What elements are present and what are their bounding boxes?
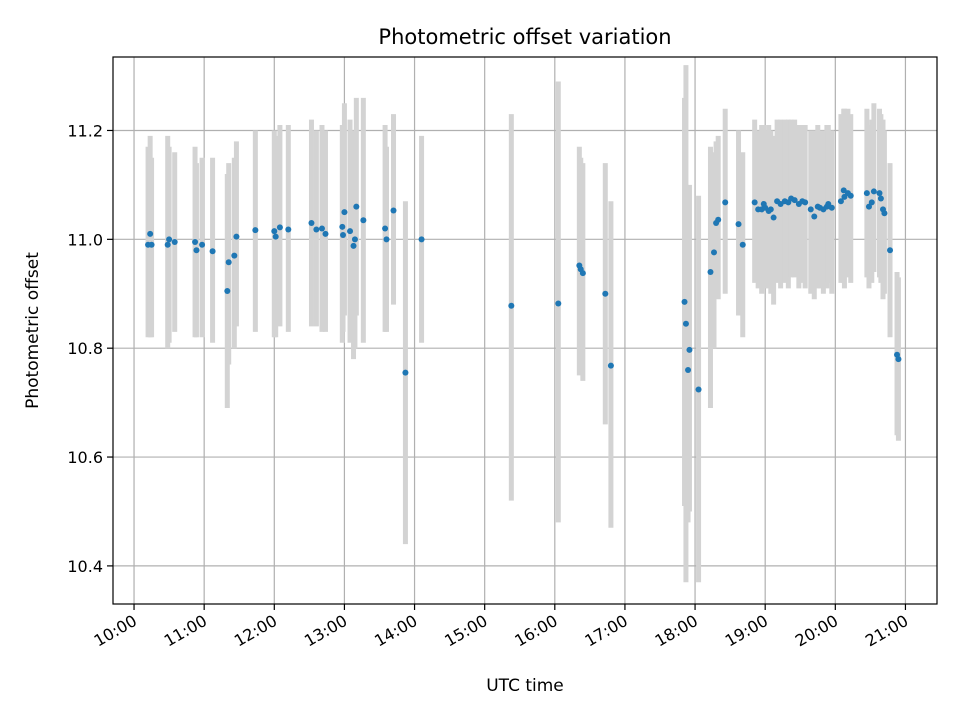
data-point xyxy=(508,302,515,309)
data-point xyxy=(360,217,367,224)
chart-title: Photometric offset variation xyxy=(378,25,671,49)
data-point xyxy=(166,236,173,243)
data-point xyxy=(870,188,877,195)
y-tick-label: 10.4 xyxy=(67,557,103,576)
x-tick-label: 13:00 xyxy=(301,611,350,651)
data-point xyxy=(555,300,562,307)
data-point xyxy=(695,386,702,393)
data-point xyxy=(865,203,872,210)
data-point xyxy=(313,226,320,233)
data-point xyxy=(318,225,325,232)
data-point xyxy=(192,239,199,246)
data-point xyxy=(828,204,835,211)
x-tick-label: 12:00 xyxy=(231,611,280,651)
x-axis-ticks: 10:00 11:00 12:00 13:00 14:00 15:00 16:00 17:00… xyxy=(91,604,911,651)
error-bars xyxy=(145,65,901,583)
data-point xyxy=(231,252,238,259)
data-point xyxy=(607,362,614,369)
data-point xyxy=(193,247,200,254)
data-point xyxy=(341,209,348,216)
data-point xyxy=(881,210,888,217)
data-point xyxy=(271,228,278,235)
data-point xyxy=(825,200,832,207)
data-point xyxy=(350,242,357,249)
data-point xyxy=(285,226,292,233)
data-point xyxy=(715,216,722,223)
data-point xyxy=(863,190,870,197)
data-point xyxy=(770,214,777,221)
data-point xyxy=(351,236,358,243)
data-point xyxy=(579,270,586,277)
data-point xyxy=(876,190,883,197)
data-point xyxy=(685,366,692,373)
data-point xyxy=(382,225,389,232)
data-point xyxy=(383,236,390,243)
data-point xyxy=(887,247,894,254)
y-tick-label: 11.2 xyxy=(67,121,103,140)
y-axis-ticks: 10.4 10.6 10.8 11.0 11.2 xyxy=(67,121,113,576)
x-tick-label: 18:00 xyxy=(652,611,701,651)
data-point xyxy=(895,356,902,363)
x-tick-label: 19:00 xyxy=(722,611,771,651)
data-point xyxy=(681,298,688,305)
data-point xyxy=(722,199,729,206)
x-tick-label: 20:00 xyxy=(792,611,841,651)
x-axis-label: UTC time xyxy=(486,676,564,696)
data-point xyxy=(682,320,689,327)
plot-frame xyxy=(112,56,938,605)
data-point xyxy=(308,220,315,227)
data-point xyxy=(767,206,774,213)
data-point xyxy=(276,224,283,231)
x-tick-label: 15:00 xyxy=(441,611,490,651)
data-point xyxy=(322,230,329,237)
x-tick-label: 11:00 xyxy=(161,611,210,651)
data-point xyxy=(347,228,354,235)
data-point xyxy=(868,199,875,206)
data-point xyxy=(147,230,154,237)
data-point xyxy=(802,199,809,206)
data-point xyxy=(339,223,346,230)
data-point xyxy=(148,241,155,248)
data-point xyxy=(171,239,178,246)
data-point xyxy=(807,206,814,213)
x-tick-label: 14:00 xyxy=(371,611,420,651)
y-tick-label: 11.0 xyxy=(67,230,103,249)
y-axis-label: Photometric offset xyxy=(23,252,43,409)
data-point xyxy=(841,193,848,200)
data-point xyxy=(209,248,216,255)
data-point xyxy=(340,231,347,238)
data-point xyxy=(847,192,854,199)
data-point xyxy=(751,199,758,206)
data-point xyxy=(252,227,259,234)
data-point xyxy=(353,203,360,210)
data-point xyxy=(164,241,171,248)
data-point xyxy=(272,233,279,240)
data-point xyxy=(390,207,397,214)
data-point xyxy=(686,346,693,353)
data-point xyxy=(402,369,409,376)
grid-lines xyxy=(113,57,937,604)
x-tick-label: 21:00 xyxy=(862,611,911,651)
y-tick-label: 10.8 xyxy=(67,339,103,358)
data-points xyxy=(145,187,902,393)
data-point xyxy=(602,290,609,297)
data-point xyxy=(837,198,844,205)
data-point xyxy=(739,241,746,248)
x-tick-label: 10:00 xyxy=(91,611,140,651)
data-point xyxy=(791,197,798,204)
data-point xyxy=(877,195,884,202)
data-point xyxy=(233,233,240,240)
y-tick-label: 10.6 xyxy=(67,448,103,467)
data-point xyxy=(225,259,232,266)
data-point xyxy=(224,288,231,295)
data-point xyxy=(735,221,742,228)
x-tick-label: 17:00 xyxy=(582,611,631,651)
data-point xyxy=(199,241,206,248)
data-point xyxy=(418,236,425,243)
data-point xyxy=(811,213,818,220)
data-point xyxy=(707,268,714,275)
x-tick-label: 16:00 xyxy=(511,611,560,651)
data-point xyxy=(710,249,717,256)
